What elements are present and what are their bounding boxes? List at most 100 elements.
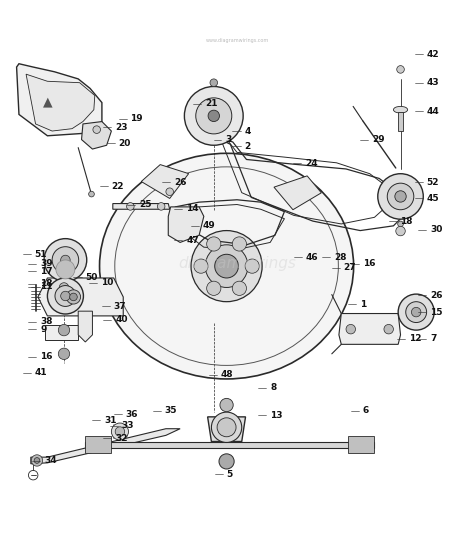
Text: 48: 48 [220, 370, 233, 379]
Polygon shape [339, 314, 401, 344]
Circle shape [58, 324, 70, 336]
Circle shape [378, 173, 423, 219]
Polygon shape [78, 311, 92, 342]
Text: 15: 15 [430, 308, 442, 317]
Text: 16: 16 [40, 352, 53, 361]
Circle shape [217, 418, 236, 437]
Circle shape [157, 202, 165, 210]
Polygon shape [45, 325, 78, 339]
Polygon shape [274, 176, 321, 210]
Text: ▲: ▲ [43, 95, 52, 108]
Text: 5: 5 [227, 470, 233, 478]
Text: 41: 41 [35, 368, 47, 378]
Text: 13: 13 [270, 411, 283, 420]
Circle shape [59, 282, 69, 292]
Text: 46: 46 [306, 252, 319, 262]
Text: 23: 23 [115, 123, 128, 132]
Polygon shape [85, 441, 374, 448]
Text: 9: 9 [40, 325, 46, 333]
Polygon shape [113, 204, 170, 209]
Text: 19: 19 [130, 114, 143, 123]
Text: 6: 6 [363, 406, 369, 415]
Circle shape [220, 398, 233, 412]
Circle shape [47, 278, 83, 314]
Circle shape [52, 246, 79, 273]
Circle shape [56, 260, 75, 279]
Text: 26: 26 [430, 291, 442, 300]
Text: 52: 52 [427, 178, 439, 187]
Polygon shape [348, 436, 374, 453]
Text: 36: 36 [126, 410, 138, 419]
Text: 47: 47 [186, 236, 199, 244]
Circle shape [127, 202, 134, 210]
Text: www.diagramwirings.com: www.diagramwirings.com [205, 38, 269, 43]
Polygon shape [398, 112, 403, 131]
Text: 20: 20 [118, 139, 131, 148]
Text: 28: 28 [334, 252, 346, 262]
Text: diagramwirings: diagramwirings [178, 256, 296, 271]
Circle shape [191, 230, 262, 302]
Text: 37: 37 [114, 302, 127, 311]
Circle shape [207, 237, 221, 251]
Circle shape [89, 191, 94, 197]
Circle shape [31, 455, 43, 466]
Text: 45: 45 [427, 194, 439, 203]
Text: 51: 51 [35, 250, 47, 259]
Circle shape [111, 423, 128, 440]
Circle shape [208, 110, 219, 121]
Circle shape [166, 188, 173, 195]
Circle shape [59, 264, 69, 273]
Circle shape [34, 458, 40, 463]
Text: 3: 3 [225, 135, 231, 144]
Circle shape [44, 238, 87, 281]
Circle shape [55, 286, 76, 307]
Circle shape [210, 79, 218, 86]
Text: 33: 33 [122, 422, 134, 430]
Text: 29: 29 [372, 135, 385, 144]
Circle shape [406, 302, 427, 323]
Polygon shape [17, 64, 102, 136]
Text: 34: 34 [44, 456, 57, 466]
Text: 18: 18 [401, 216, 413, 226]
Text: 4: 4 [245, 127, 251, 135]
Circle shape [232, 281, 246, 295]
Circle shape [396, 226, 405, 236]
Text: 50: 50 [85, 273, 98, 281]
Text: 31: 31 [104, 416, 117, 425]
Text: 11: 11 [40, 282, 53, 291]
Text: 24: 24 [305, 159, 318, 168]
Text: 35: 35 [164, 406, 177, 415]
Polygon shape [82, 121, 111, 149]
Text: 26: 26 [174, 178, 186, 187]
Text: 49: 49 [202, 221, 215, 230]
Text: 1: 1 [360, 300, 366, 309]
Text: 38: 38 [40, 317, 53, 326]
Text: 43: 43 [427, 78, 439, 87]
Circle shape [70, 293, 77, 301]
Circle shape [93, 126, 100, 133]
Text: 16: 16 [363, 259, 375, 268]
Circle shape [61, 255, 70, 265]
Circle shape [194, 259, 208, 273]
Text: 27: 27 [344, 263, 356, 272]
Text: 40: 40 [115, 315, 128, 324]
Circle shape [211, 412, 242, 442]
Circle shape [219, 454, 234, 469]
Text: 32: 32 [115, 434, 128, 442]
Text: 10: 10 [101, 278, 113, 287]
Circle shape [245, 259, 259, 273]
Text: 18: 18 [40, 279, 53, 288]
Text: 8: 8 [270, 383, 276, 393]
Circle shape [205, 245, 248, 287]
Text: 39: 39 [40, 259, 53, 268]
Text: 2: 2 [245, 142, 251, 151]
Circle shape [115, 427, 125, 436]
Text: 42: 42 [427, 50, 439, 59]
Circle shape [184, 86, 243, 146]
Circle shape [398, 221, 403, 227]
Circle shape [58, 348, 70, 359]
Circle shape [397, 66, 404, 73]
Text: 30: 30 [430, 225, 442, 234]
Polygon shape [38, 278, 123, 316]
Circle shape [196, 98, 232, 134]
